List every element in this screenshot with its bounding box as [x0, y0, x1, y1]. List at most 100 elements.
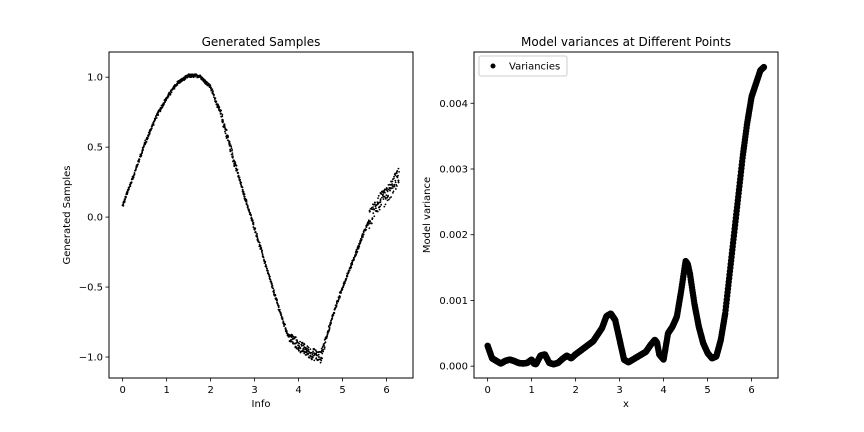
- sample-point: [360, 239, 363, 242]
- samples-x-axis-label: Info: [252, 399, 271, 410]
- legend-box: [478, 55, 568, 77]
- variance-chart-title: Model variances at Different Points: [521, 35, 731, 49]
- sample-point: [298, 342, 301, 345]
- sample-point: [342, 284, 345, 286]
- variance-x-tick-label: 4: [660, 385, 666, 396]
- variance-y-tick-label: 0.001: [439, 296, 468, 307]
- samples-x-tick-label: 5: [339, 385, 345, 396]
- sample-point: [398, 170, 400, 173]
- sample-point: [365, 225, 368, 228]
- sample-point: [308, 356, 311, 359]
- sample-point: [242, 190, 245, 193]
- sample-point: [265, 265, 268, 268]
- sample-point: [346, 275, 349, 278]
- sample-point: [330, 321, 332, 324]
- sample-point: [394, 181, 397, 184]
- sample-point: [221, 115, 224, 118]
- sample-point: [326, 335, 328, 338]
- sample-point: [277, 306, 280, 309]
- sample-point: [322, 348, 325, 351]
- sample-point: [378, 208, 381, 211]
- samples-x-tick-label: 3: [251, 385, 257, 396]
- sample-point: [324, 341, 327, 344]
- sample-point: [393, 177, 395, 180]
- sample-point: [390, 196, 393, 198]
- sample-point: [297, 347, 300, 349]
- sample-point: [221, 113, 224, 116]
- sample-point: [353, 258, 355, 260]
- sample-point: [146, 137, 149, 140]
- sample-point: [307, 346, 310, 349]
- sample-point: [154, 118, 157, 121]
- variance-y-tick-label: 0.000: [439, 362, 468, 373]
- sample-point: [159, 109, 162, 112]
- sample-point: [243, 193, 246, 196]
- sample-point: [142, 149, 144, 151]
- sample-point: [333, 312, 336, 315]
- sample-point: [307, 352, 310, 355]
- sample-point: [252, 223, 255, 226]
- sample-point: [226, 136, 229, 139]
- sample-point: [329, 323, 332, 326]
- sample-point: [169, 92, 172, 95]
- sample-point: [374, 203, 376, 206]
- sample-point: [223, 125, 226, 128]
- sample-point: [183, 79, 186, 82]
- sample-point: [150, 129, 152, 131]
- sample-point: [382, 193, 384, 196]
- sample-point: [361, 235, 364, 238]
- sample-point: [396, 185, 398, 187]
- variance-x-ticks: 0 1 2 3 4 5 6: [484, 378, 755, 396]
- sample-point: [280, 314, 282, 317]
- sample-point: [306, 345, 309, 348]
- sample-point: [238, 176, 241, 179]
- variance-x-tick-label: 3: [616, 385, 622, 396]
- sample-point: [213, 94, 215, 96]
- sample-point: [371, 218, 374, 221]
- sample-point: [237, 174, 240, 177]
- sample-point: [341, 288, 344, 291]
- sample-point: [293, 342, 296, 345]
- sample-point: [157, 113, 159, 116]
- sample-point: [229, 150, 232, 153]
- sample-point: [245, 202, 248, 204]
- sample-point: [233, 160, 236, 163]
- sample-point: [192, 76, 195, 79]
- samples-y-ticks: −1.0 −0.5 0.0 0.5 1.0: [79, 73, 109, 364]
- sample-point: [391, 187, 394, 189]
- sample-point: [138, 158, 141, 161]
- sample-point: [290, 336, 293, 339]
- legend-label-variancies: Variancies: [509, 62, 560, 73]
- variance-x-axis-label: x: [623, 399, 629, 410]
- sample-point: [154, 117, 157, 119]
- sample-point: [170, 91, 173, 94]
- sample-point: [254, 227, 257, 230]
- variance-x-tick-label: 5: [704, 385, 710, 396]
- sample-point: [323, 346, 326, 348]
- sample-point: [301, 342, 304, 344]
- sample-point: [350, 266, 353, 269]
- sample-point: [311, 358, 313, 361]
- sample-point: [128, 186, 131, 189]
- sample-point: [269, 278, 272, 281]
- sample-point: [355, 253, 358, 256]
- sample-point: [257, 240, 260, 243]
- sample-point: [250, 217, 253, 220]
- sample-point: [229, 148, 232, 151]
- sample-point: [239, 180, 242, 183]
- sample-point: [252, 222, 255, 224]
- sample-point: [254, 231, 257, 233]
- sample-point: [125, 195, 127, 198]
- sample-point: [323, 347, 326, 350]
- sample-point: [223, 123, 226, 126]
- sample-point: [394, 188, 397, 190]
- variance-y-axis-label: Model variance: [422, 177, 433, 253]
- sample-point: [368, 227, 371, 229]
- samples-y-tick-label: 0.5: [87, 143, 103, 154]
- sample-point: [397, 179, 400, 182]
- sample-point: [356, 250, 359, 253]
- sample-point: [396, 176, 399, 179]
- sample-point: [209, 84, 212, 86]
- samples-x-tick-label: 0: [119, 385, 125, 396]
